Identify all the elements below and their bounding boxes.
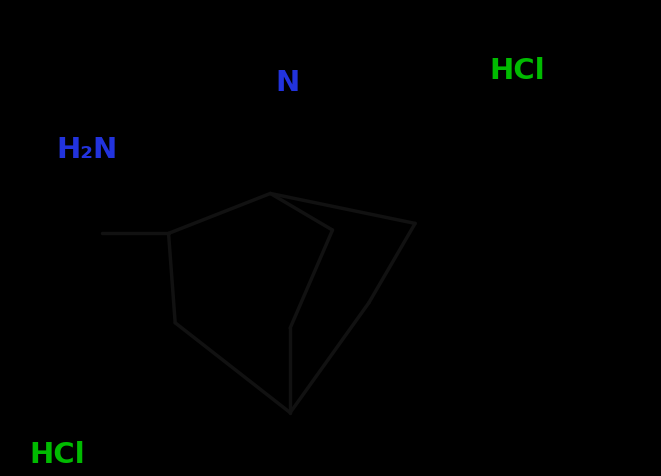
Text: HCl: HCl [489,57,545,85]
Text: N: N [276,69,299,97]
Text: HCl: HCl [30,440,85,468]
Text: H₂N: H₂N [56,136,118,163]
